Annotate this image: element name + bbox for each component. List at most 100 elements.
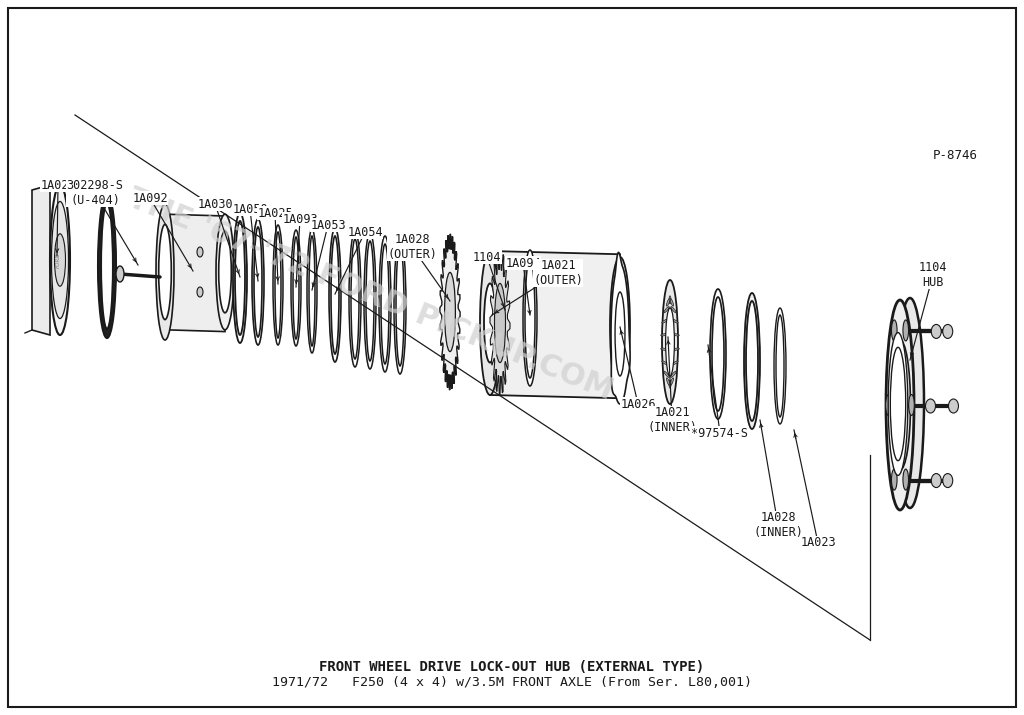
Ellipse shape [662, 280, 678, 404]
Ellipse shape [275, 232, 281, 338]
Text: 1A030: 1A030 [198, 197, 232, 210]
Ellipse shape [219, 231, 231, 312]
Ellipse shape [667, 378, 670, 385]
Ellipse shape [156, 204, 174, 340]
Polygon shape [165, 214, 225, 332]
Ellipse shape [671, 371, 676, 378]
Ellipse shape [666, 308, 675, 376]
Text: *97574-S: *97574-S [691, 427, 749, 440]
Ellipse shape [614, 292, 626, 360]
Ellipse shape [394, 238, 406, 374]
Ellipse shape [379, 236, 391, 372]
Text: 1A025: 1A025 [257, 207, 293, 220]
Ellipse shape [484, 283, 496, 363]
Ellipse shape [396, 246, 404, 366]
Ellipse shape [660, 348, 669, 350]
Ellipse shape [98, 194, 116, 338]
Ellipse shape [886, 395, 891, 415]
Ellipse shape [381, 244, 389, 364]
Ellipse shape [159, 225, 171, 320]
Text: 1A093: 1A093 [283, 212, 317, 225]
Ellipse shape [197, 287, 203, 297]
Ellipse shape [51, 202, 69, 318]
Text: 1A028
(INNER): 1A028 (INNER) [753, 511, 803, 539]
Text: 1104
HUB: 1104 HUB [919, 261, 947, 289]
Ellipse shape [890, 340, 910, 470]
Ellipse shape [888, 332, 908, 475]
Ellipse shape [671, 361, 678, 365]
Ellipse shape [943, 473, 952, 488]
Ellipse shape [671, 319, 678, 323]
Ellipse shape [273, 225, 283, 345]
Ellipse shape [903, 320, 908, 341]
Ellipse shape [197, 247, 203, 257]
Ellipse shape [364, 233, 376, 369]
Ellipse shape [252, 219, 264, 345]
Ellipse shape [293, 237, 299, 339]
Ellipse shape [903, 469, 908, 490]
Ellipse shape [331, 236, 339, 354]
Polygon shape [440, 235, 460, 390]
Ellipse shape [672, 333, 679, 336]
Ellipse shape [525, 258, 535, 378]
Ellipse shape [774, 308, 786, 424]
Text: 1A092: 1A092 [132, 192, 168, 204]
Ellipse shape [254, 227, 262, 337]
Ellipse shape [307, 229, 317, 353]
Ellipse shape [892, 469, 897, 490]
Polygon shape [611, 252, 630, 404]
Ellipse shape [349, 231, 361, 367]
Text: FRONT WHEEL DRIVE LOCK-OUT HUB (EXTERNAL TYPE): FRONT WHEEL DRIVE LOCK-OUT HUB (EXTERNAL… [319, 660, 705, 674]
Ellipse shape [664, 371, 670, 378]
Text: 1A028
(OUTER): 1A028 (OUTER) [387, 233, 437, 261]
Ellipse shape [366, 241, 374, 361]
Ellipse shape [216, 214, 234, 330]
Ellipse shape [480, 251, 500, 395]
Ellipse shape [309, 236, 315, 346]
Text: P-8746: P-8746 [933, 149, 978, 162]
Ellipse shape [233, 213, 247, 343]
Ellipse shape [351, 239, 359, 359]
Ellipse shape [495, 283, 506, 363]
Text: 1A029: 1A029 [40, 179, 76, 192]
Ellipse shape [291, 230, 301, 346]
Ellipse shape [671, 307, 676, 313]
Polygon shape [490, 251, 510, 395]
Ellipse shape [712, 297, 724, 411]
Text: 1A021
(OUTER): 1A021 (OUTER) [534, 259, 583, 287]
Ellipse shape [116, 266, 124, 282]
Ellipse shape [667, 299, 670, 306]
Ellipse shape [931, 325, 941, 338]
Ellipse shape [662, 319, 669, 323]
Ellipse shape [908, 395, 914, 415]
Ellipse shape [664, 307, 670, 313]
Ellipse shape [101, 203, 113, 329]
Polygon shape [490, 251, 620, 398]
Ellipse shape [234, 221, 245, 335]
Text: 1A021
(INNER): 1A021 (INNER) [647, 406, 697, 434]
Text: 1104: 1104 [473, 250, 502, 264]
Ellipse shape [610, 257, 630, 395]
Text: 1A053: 1A053 [310, 219, 346, 232]
Ellipse shape [615, 292, 625, 376]
Text: 1A050: 1A050 [232, 202, 268, 215]
Ellipse shape [670, 378, 674, 385]
Ellipse shape [926, 399, 936, 413]
Text: 1A023: 1A023 [800, 536, 836, 550]
Ellipse shape [746, 301, 758, 421]
Ellipse shape [54, 234, 66, 286]
Ellipse shape [948, 399, 958, 413]
Ellipse shape [894, 370, 906, 440]
Text: THE '67-'72 FORD PICKUP.COM: THE '67-'72 FORD PICKUP.COM [123, 184, 616, 406]
Ellipse shape [943, 325, 952, 338]
Ellipse shape [776, 315, 784, 417]
Text: 1A094: 1A094 [505, 257, 541, 270]
Ellipse shape [669, 380, 671, 388]
Ellipse shape [672, 348, 679, 350]
Ellipse shape [50, 185, 70, 335]
Text: FORD: FORD [55, 252, 60, 268]
Ellipse shape [896, 298, 924, 508]
Text: 1A026: 1A026 [621, 398, 655, 410]
Ellipse shape [670, 299, 674, 306]
Text: 302298-S
(U-404): 302298-S (U-404) [67, 179, 124, 207]
